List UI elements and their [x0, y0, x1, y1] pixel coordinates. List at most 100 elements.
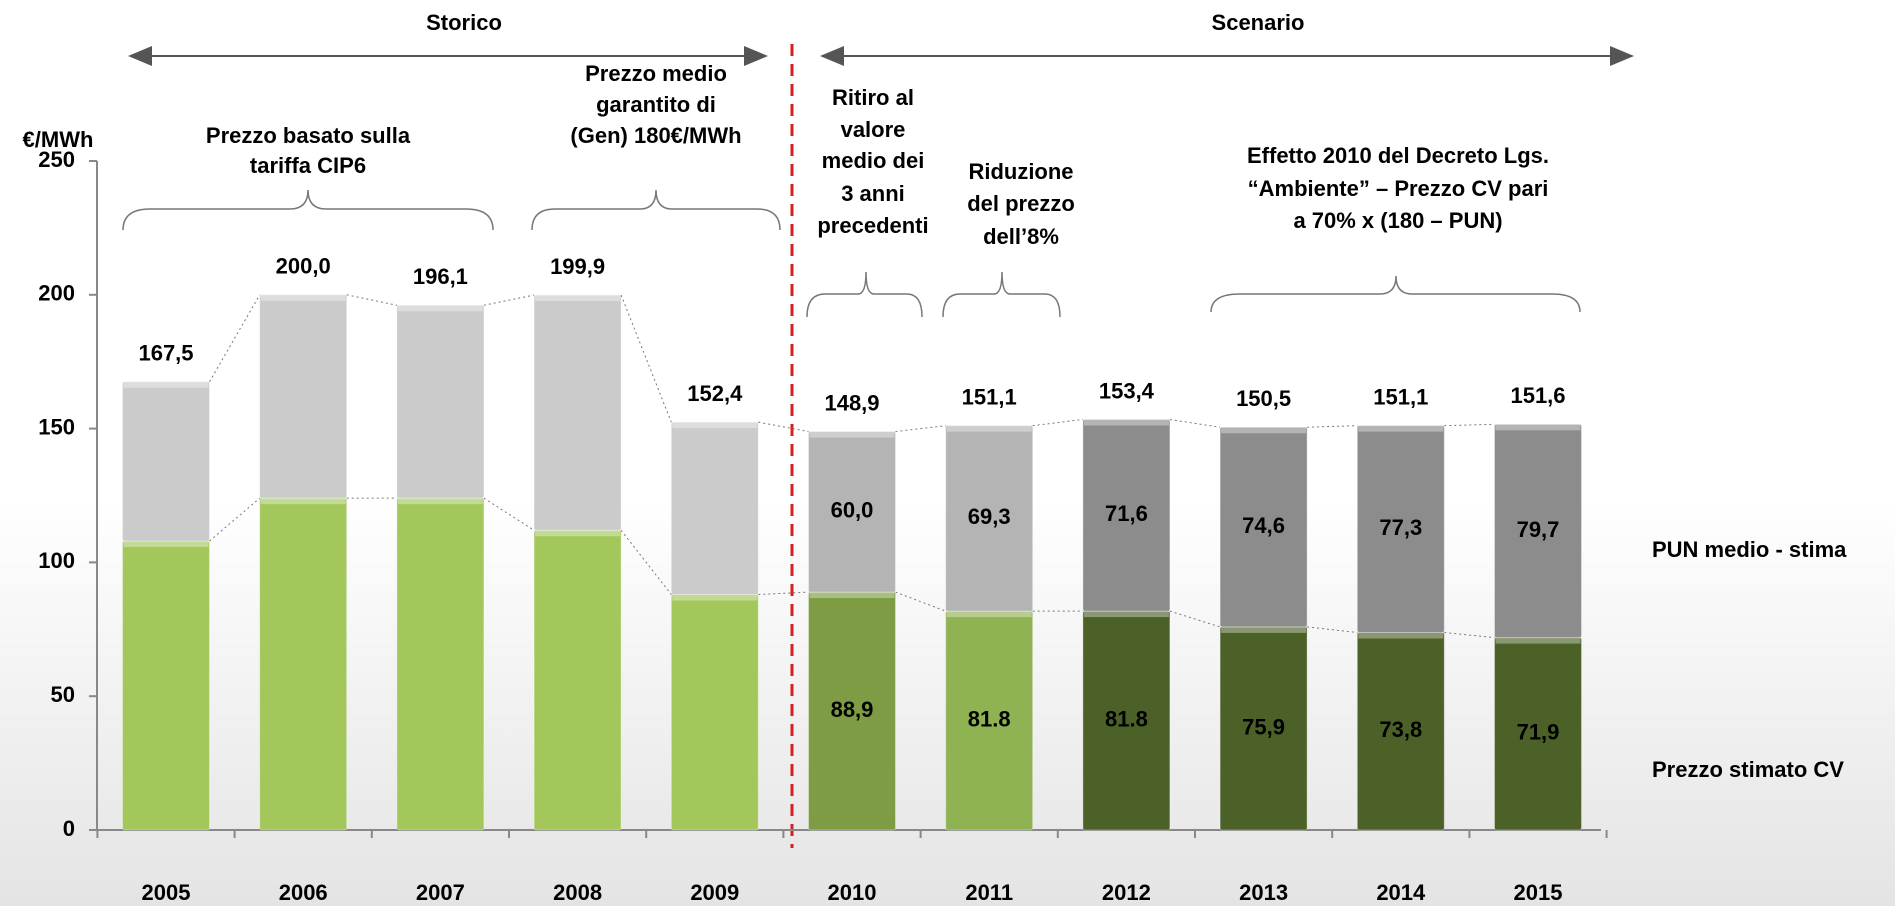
- total-label: 151,1: [1373, 384, 1428, 409]
- bar-segment: [259, 294, 348, 499]
- bar-highlight: [672, 422, 758, 429]
- value-label: 73,8: [1379, 717, 1422, 742]
- bar-highlight: [123, 381, 209, 388]
- bar-highlight: [535, 295, 621, 302]
- value-label: 88,9: [831, 697, 874, 722]
- annotation: Effetto 2010 del Decreto Lgs.: [1247, 143, 1549, 168]
- bar-highlight: [946, 425, 1032, 432]
- annotation: a 70% x (180 – PUN): [1293, 208, 1502, 233]
- total-label: 151,1: [962, 384, 1017, 409]
- bar-highlight: [809, 592, 895, 599]
- bar-highlight: [1358, 425, 1444, 432]
- value-label: 69,3: [968, 504, 1011, 529]
- bar-segment: [1494, 423, 1582, 639]
- connector: [620, 529, 672, 595]
- connector: [483, 294, 535, 306]
- bar-highlight: [946, 611, 1032, 618]
- annotation: dell’8%: [983, 224, 1059, 249]
- connector: [1444, 423, 1495, 427]
- value-label: 60,0: [831, 498, 874, 523]
- connector: [1032, 419, 1083, 427]
- connector: [1169, 419, 1221, 428]
- x-tick-label: 2015: [1514, 880, 1563, 905]
- bar-segment: [670, 594, 759, 831]
- annotation: tariffa CIP6: [250, 153, 366, 178]
- bar-segment: [945, 425, 1034, 612]
- y-tick-label: 200: [38, 281, 75, 306]
- connector: [1169, 610, 1221, 628]
- bar-highlight: [1083, 611, 1169, 618]
- bar-segment: [533, 529, 622, 831]
- bar-segment: [396, 497, 485, 831]
- value-label: 71,9: [1517, 720, 1560, 745]
- annotation: “Ambiente” – Prezzo CV pari: [1248, 176, 1549, 201]
- bar-highlight: [260, 498, 346, 505]
- bar-segment: [1082, 419, 1171, 612]
- bar-segment: [1219, 426, 1308, 628]
- bar-highlight: [123, 540, 209, 547]
- bar-highlight: [397, 305, 483, 312]
- y-tick-label: 0: [63, 816, 75, 841]
- x-tick-label: 2010: [828, 880, 877, 905]
- y-tick-label: 150: [38, 414, 75, 439]
- total-label: 150,5: [1236, 386, 1291, 411]
- bar-highlight: [1495, 424, 1581, 431]
- total-label: 152,4: [687, 381, 743, 406]
- value-label: 81.8: [968, 706, 1011, 731]
- annotation: Riduzione: [968, 159, 1073, 184]
- x-tick-label: 2008: [553, 880, 602, 905]
- annotation: Prezzo basato sulla: [206, 123, 411, 148]
- section-label: Scenario: [1212, 10, 1305, 35]
- annotation: valore: [841, 117, 906, 142]
- x-tick-label: 2007: [416, 880, 465, 905]
- annotation: precedenti: [817, 213, 928, 238]
- x-tick-label: 2012: [1102, 880, 1151, 905]
- connector: [758, 421, 809, 433]
- value-label: 81.8: [1105, 706, 1148, 731]
- value-label: 79,7: [1517, 517, 1560, 542]
- x-tick-label: 2006: [279, 880, 328, 905]
- bar-highlight: [1221, 626, 1307, 633]
- connector: [620, 294, 672, 423]
- total-label: 167,5: [138, 341, 193, 366]
- connector: [895, 425, 946, 433]
- value-label: 75,9: [1242, 714, 1285, 739]
- annotation: del prezzo: [967, 191, 1075, 216]
- x-tick-label: 2005: [142, 880, 191, 905]
- total-label: 199,9: [550, 254, 605, 279]
- bar-segment: [670, 421, 759, 596]
- bar-segment: [259, 497, 348, 831]
- bar-highlight: [1221, 427, 1307, 434]
- bar-highlight: [1083, 419, 1169, 426]
- connector: [1307, 425, 1358, 428]
- bar-segment: [533, 294, 622, 531]
- bar-highlight: [1495, 637, 1581, 644]
- value-label: 74,6: [1242, 513, 1285, 538]
- x-tick-label: 2011: [965, 880, 1013, 905]
- brace: [806, 271, 923, 318]
- value-label: 77,3: [1379, 515, 1422, 540]
- total-label: 151,6: [1510, 383, 1565, 408]
- connector: [1307, 626, 1358, 634]
- bar-highlight: [260, 294, 346, 301]
- bar-segment: [396, 304, 485, 499]
- connector: [1444, 632, 1495, 639]
- connector: [895, 591, 946, 612]
- connector: [483, 497, 535, 531]
- total-label: 153,4: [1099, 378, 1155, 403]
- value-label: 71,6: [1105, 501, 1148, 526]
- annotation: Ritiro al: [832, 85, 914, 110]
- brace: [1210, 275, 1581, 313]
- connector: [209, 497, 261, 542]
- bar-highlight: [397, 498, 483, 505]
- bar-segment: [1356, 425, 1445, 634]
- annotation: medio dei: [822, 148, 925, 173]
- annotation: (Gen) 180€/MWh: [570, 123, 741, 148]
- y-tick-label: 100: [38, 548, 75, 573]
- bar-highlight: [1358, 632, 1444, 639]
- y-tick-label: 250: [38, 147, 75, 172]
- bar-highlight: [535, 530, 621, 537]
- bar-highlight: [672, 594, 758, 601]
- bar-segment: [808, 431, 896, 593]
